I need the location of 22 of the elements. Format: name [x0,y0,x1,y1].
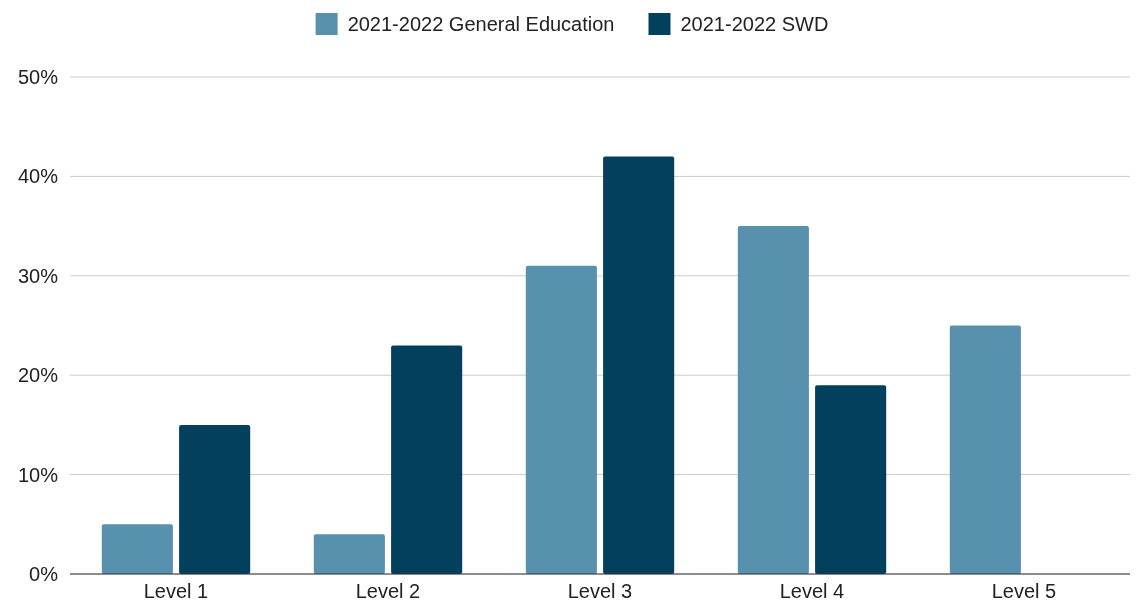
bar [313,534,385,574]
x-tick-label: Level 3 [567,580,633,603]
bar [737,226,809,574]
legend-label: 2021-2022 General Education [347,13,615,35]
bar [603,156,675,574]
bar [101,524,173,574]
x-tick-label: Level 4 [779,580,845,603]
x-tick-label: Level 1 [143,580,209,603]
bar [815,385,887,574]
x-tick-label: Level 2 [355,580,421,603]
y-tick-label: 20% [17,364,59,387]
y-tick-label: 50% [17,65,59,88]
legend-label: 2021-2022 SWD [680,13,829,35]
bar [525,265,597,574]
x-tick-label: Level 5 [991,580,1057,603]
y-tick-label: 30% [17,264,59,287]
bar [179,424,251,574]
bar [949,325,1021,574]
bar [391,345,463,574]
y-tick-label: 40% [17,165,59,188]
y-tick-label: 0% [29,562,59,585]
y-tick-label: 10% [17,463,59,486]
